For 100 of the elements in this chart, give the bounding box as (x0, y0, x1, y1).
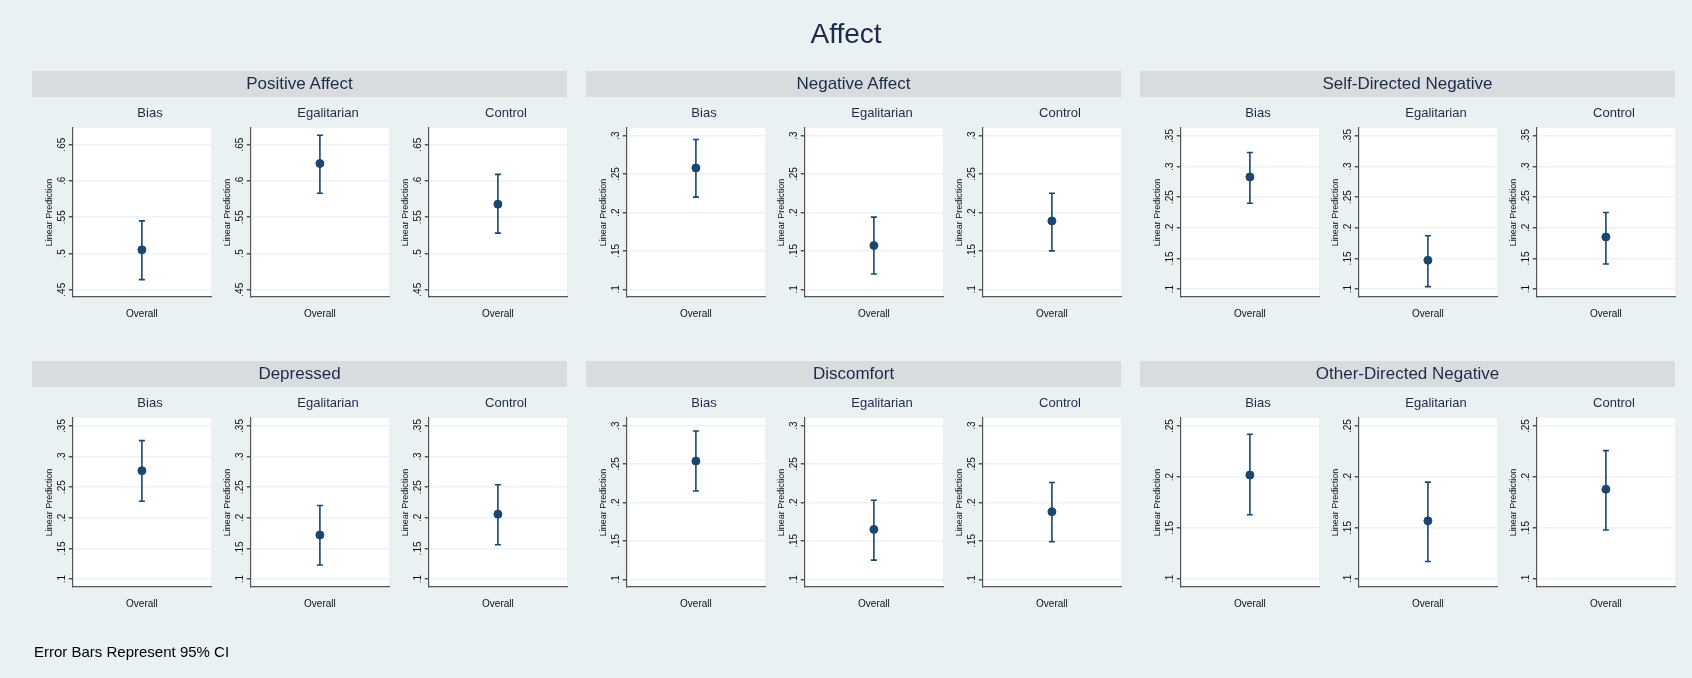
y-tick-label: .55 (55, 209, 67, 225)
y-tick-label: .2 (787, 497, 799, 507)
y-tick-label: .1 (1163, 284, 1175, 294)
chart-title: Egalitarian (296, 105, 360, 120)
chart-title: Bias (690, 105, 718, 120)
y-axis-title: Linear Prediction (953, 178, 964, 247)
x-tick-label: Overall (1412, 307, 1444, 319)
y-axis-title: Linear Prediction (1151, 468, 1162, 537)
y-tick-label: .3 (1341, 161, 1353, 171)
y-tick-label: .45 (233, 282, 245, 297)
y-tick-label: .15 (1163, 251, 1175, 266)
y-axis-title: Linear Prediction (399, 468, 410, 537)
y-tick-label: .2 (787, 207, 799, 217)
y-axis-title: Linear Prediction (775, 468, 786, 537)
y-tick-label: .2 (1519, 472, 1531, 482)
y-tick-label: .35 (411, 418, 423, 433)
y-tick-label: .1 (233, 574, 245, 584)
x-tick-label: Overall (304, 597, 336, 609)
x-tick-label: Overall (1036, 307, 1068, 319)
y-tick-label: .1 (609, 574, 621, 584)
chart-title: Egalitarian (850, 395, 914, 410)
text: Negative Affect (586, 71, 1121, 97)
chart-title: Control (1592, 105, 1636, 120)
y-tick-label: .35 (55, 418, 67, 433)
y-tick-label: .15 (233, 541, 245, 556)
x-tick-label: Overall (1412, 597, 1444, 609)
x-tick-label: Overall (858, 307, 890, 319)
y-tick-label: .3 (233, 451, 245, 461)
x-tick-label: Overall (1590, 597, 1622, 609)
y-tick-label: .3 (1519, 161, 1531, 171)
y-tick-label: .15 (787, 243, 799, 258)
text: Affect (809, 18, 883, 50)
y-tick-label: .35 (233, 418, 245, 433)
chart-title: Bias (1244, 395, 1272, 410)
text: Other-Directed Negative (1140, 361, 1675, 387)
y-axis-title: Linear Prediction (1507, 178, 1518, 247)
y-tick-label: .65 (233, 137, 245, 152)
y-tick-label: .25 (1519, 418, 1531, 434)
text: Positive Affect (32, 71, 567, 97)
x-tick-label: Overall (482, 307, 514, 319)
y-tick-label: .15 (1519, 251, 1531, 266)
y-tick-label: .2 (609, 207, 621, 217)
y-tick-label: .6 (233, 176, 245, 186)
text: Depressed (32, 361, 567, 387)
y-tick-label: .3 (1163, 161, 1175, 171)
y-axis-title: Linear Prediction (43, 468, 54, 537)
chart-title: Control (1592, 395, 1636, 410)
y-axis-title: Linear Prediction (1329, 178, 1340, 247)
y-tick-label: .1 (1519, 574, 1531, 584)
y-tick-label: .25 (965, 166, 977, 182)
y-tick-label: .1 (787, 574, 799, 584)
y-tick-label: .2 (55, 513, 67, 522)
y-tick-label: .25 (1341, 189, 1353, 205)
y-tick-label: .15 (609, 243, 621, 258)
y-tick-label: .25 (55, 479, 67, 495)
y-tick-label: .1 (609, 284, 621, 294)
y-tick-label: .3 (609, 131, 621, 140)
y-tick-label: .2 (965, 207, 977, 217)
y-tick-label: .45 (55, 282, 67, 297)
y-tick-label: .1 (965, 284, 977, 294)
chart-title: Egalitarian (296, 395, 360, 410)
y-tick-label: .55 (233, 209, 245, 225)
y-tick-label: .2 (1163, 472, 1175, 482)
y-tick-label: .3 (609, 421, 621, 430)
x-tick-label: Overall (1234, 307, 1266, 319)
y-tick-label: .2 (1341, 223, 1353, 232)
y-tick-label: .15 (1519, 520, 1531, 535)
x-tick-label: Overall (1590, 307, 1622, 319)
chart-title: Egalitarian (1404, 395, 1468, 410)
y-tick-label: .65 (55, 137, 67, 152)
y-axis-title: Linear Prediction (1329, 468, 1340, 537)
y-tick-label: .1 (1341, 574, 1353, 584)
x-tick-label: Overall (680, 307, 712, 319)
x-tick-label: Overall (482, 597, 514, 609)
y-tick-label: .25 (609, 166, 621, 182)
y-tick-label: .25 (1341, 418, 1353, 434)
y-tick-label: .15 (965, 533, 977, 548)
y-axis-title: Linear Prediction (43, 178, 54, 247)
y-tick-label: .1 (411, 574, 423, 584)
chart-title: Control (1038, 105, 1082, 120)
y-tick-label: .15 (1341, 520, 1353, 535)
y-tick-label: .35 (1163, 128, 1175, 143)
text: Error Bars Represent 95% CI (34, 643, 230, 660)
chart-title: Control (484, 395, 528, 410)
y-tick-label: .3 (787, 131, 799, 140)
y-axis-title: Linear Prediction (399, 178, 410, 247)
y-tick-label: .25 (1163, 418, 1175, 434)
chart-title: Egalitarian (1404, 105, 1468, 120)
y-tick-label: .5 (233, 248, 245, 258)
y-tick-label: .15 (1341, 251, 1353, 266)
y-axis-title: Linear Prediction (221, 468, 232, 537)
y-tick-label: .25 (1163, 189, 1175, 205)
y-tick-label: .35 (1519, 128, 1531, 143)
y-tick-label: .3 (411, 451, 423, 461)
y-tick-label: .2 (1519, 223, 1531, 232)
chart-title: Bias (1244, 105, 1272, 120)
y-tick-label: .3 (965, 421, 977, 430)
y-tick-label: .2 (233, 513, 245, 522)
y-tick-label: .15 (965, 243, 977, 258)
y-tick-label: .2 (1341, 472, 1353, 482)
